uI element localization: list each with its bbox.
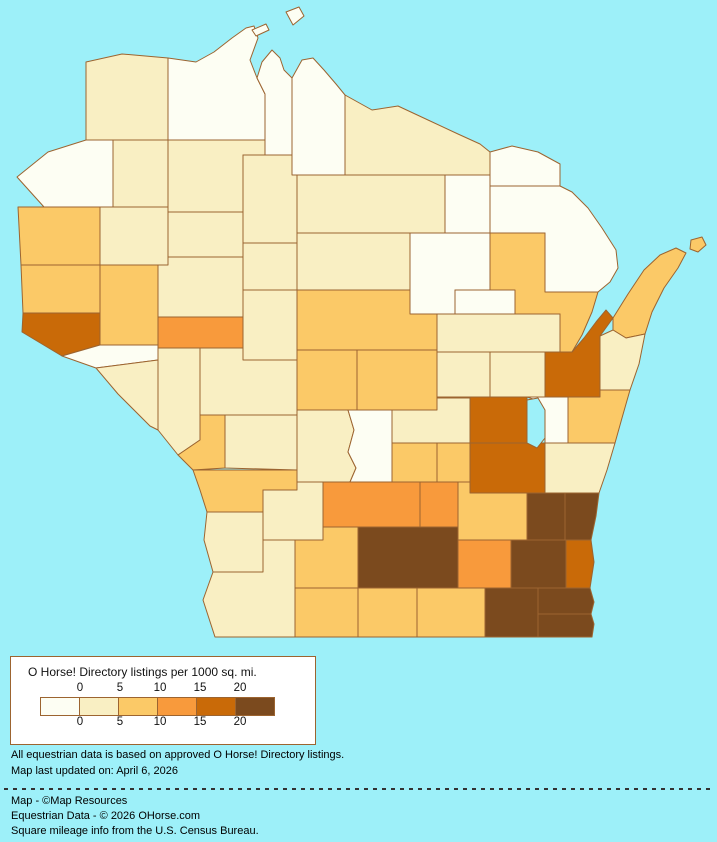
lake-winnebago-water xyxy=(526,397,546,449)
legend-tick-label: 20 xyxy=(233,682,247,694)
legend-box: O Horse! Directory listings per 1000 sq.… xyxy=(10,656,316,745)
legend-swatch-2 xyxy=(118,697,158,716)
county-chippewa xyxy=(157,256,244,318)
county-eau-claire xyxy=(157,316,244,349)
county-dunn xyxy=(99,264,159,346)
county-ozaukee xyxy=(564,492,600,541)
county-madeline-island xyxy=(285,6,305,26)
county-adams xyxy=(347,409,393,483)
credit-mileage-source: Square mileage info from the U.S. Census… xyxy=(11,825,259,837)
county-long-island xyxy=(251,23,270,37)
county-st-croix xyxy=(20,264,101,314)
county-green-lake xyxy=(436,442,471,483)
legend-ticks-top: 0 5 10 15 20 xyxy=(11,682,315,697)
county-juneau xyxy=(296,409,357,483)
county-door xyxy=(612,247,687,339)
legend-swatch-1 xyxy=(79,697,119,716)
legend-tick-label: 15 xyxy=(193,716,207,728)
county-bayfield xyxy=(167,25,266,141)
county-sheboygan xyxy=(544,442,616,494)
credit-data-source: Equestrian Data - © 2026 OHorse.com xyxy=(11,810,201,822)
county-kenosha xyxy=(537,613,595,638)
county-lincoln xyxy=(296,232,411,291)
legend-tick-label: 20 xyxy=(233,716,247,728)
county-clark xyxy=(242,289,298,361)
county-columbia xyxy=(419,481,459,528)
county-monroe xyxy=(224,414,298,471)
legend-swatch-5 xyxy=(235,697,275,716)
county-fond-du-lac xyxy=(469,442,546,494)
credit-map-source: Map - ©Map Resources xyxy=(11,795,128,807)
county-kewaunee xyxy=(599,329,646,391)
legend-tick-label: 10 xyxy=(153,716,167,728)
county-lafayette xyxy=(294,587,359,638)
county-douglas xyxy=(85,53,169,141)
county-washburn xyxy=(112,139,169,208)
county-forest xyxy=(444,174,491,234)
county-florence xyxy=(489,145,561,187)
county-sauk xyxy=(322,481,421,528)
county-buffalo xyxy=(95,359,159,431)
county-outagamie xyxy=(489,351,546,398)
county-crawford xyxy=(203,511,264,573)
county-trempealeau xyxy=(157,347,201,456)
legend-swatch-3 xyxy=(157,697,197,716)
legend-tick-label: 10 xyxy=(153,682,167,694)
county-richland xyxy=(262,481,324,541)
county-taylor xyxy=(242,242,298,291)
county-waukesha xyxy=(510,539,567,589)
legend-tick-label: 15 xyxy=(193,682,207,694)
legend-swatch-0 xyxy=(40,697,80,716)
county-burnett xyxy=(16,139,114,208)
county-price xyxy=(242,154,298,244)
county-rusk xyxy=(167,211,244,258)
county-milwaukee xyxy=(565,539,595,589)
legend-swatch-4 xyxy=(196,697,236,716)
note-last-updated: Map last updated on: April 6, 2026 xyxy=(11,765,178,777)
dashed-separator xyxy=(4,788,714,790)
county-dane xyxy=(357,526,459,589)
wisconsin-choropleth-map xyxy=(16,6,707,638)
county-washington-island xyxy=(689,236,707,253)
legend-tick-label: 5 xyxy=(116,682,124,694)
legend-title: O Horse! Directory listings per 1000 sq.… xyxy=(28,665,257,679)
county-racine xyxy=(537,587,595,615)
county-winnebago xyxy=(469,396,528,444)
county-portage xyxy=(356,349,438,411)
county-polk xyxy=(17,206,101,266)
legend-ticks-bottom: 0 5 10 15 20 xyxy=(11,716,315,731)
legend-swatches xyxy=(40,697,280,716)
note-data-approval: All equestrian data is based on approved… xyxy=(11,749,345,761)
county-washington xyxy=(526,492,566,541)
legend-tick-label: 0 xyxy=(76,682,84,694)
county-oneida xyxy=(296,174,446,234)
county-wood xyxy=(296,349,358,411)
county-menominee xyxy=(454,289,516,315)
county-rock xyxy=(416,587,486,638)
county-waupaca xyxy=(436,351,491,398)
county-shawano xyxy=(436,313,561,353)
legend-tick-label: 5 xyxy=(116,716,124,728)
county-manitowoc xyxy=(567,389,631,444)
county-green xyxy=(357,587,418,638)
county-iron xyxy=(291,57,346,176)
legend-tick-label: 0 xyxy=(76,716,84,728)
county-walworth xyxy=(484,587,539,638)
county-marquette xyxy=(391,442,438,483)
county-jefferson xyxy=(457,539,512,589)
county-barron xyxy=(99,206,169,266)
county-vilas xyxy=(344,94,491,176)
